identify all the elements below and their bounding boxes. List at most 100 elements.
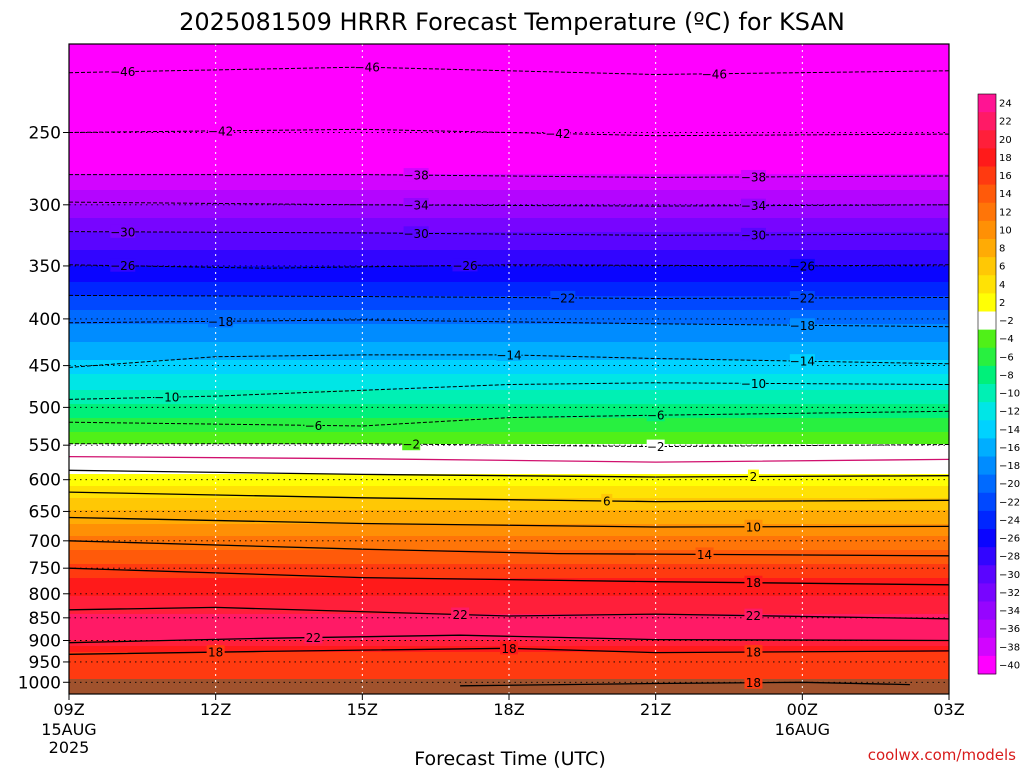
colorbar-label: −32 [999, 588, 1020, 599]
fill-band [69, 408, 949, 411]
isotherm-line [69, 410, 949, 427]
fill-band [69, 390, 949, 393]
fill-band [69, 150, 949, 153]
fill-band [69, 244, 949, 247]
colorbar-swatch [978, 438, 996, 457]
colorbar-swatch [978, 510, 996, 530]
colorbar-label: 16 [999, 171, 1012, 182]
fill-band [69, 106, 949, 109]
fill-band [69, 180, 949, 183]
fill-band [69, 208, 949, 211]
fill-band [69, 628, 949, 631]
fill-band [69, 532, 949, 535]
isotherm-label-bg [208, 314, 234, 328]
fill-band [69, 144, 949, 147]
isotherm-line [69, 516, 949, 528]
fill-band [69, 124, 949, 127]
fill-band [69, 270, 949, 273]
colorbar-legend: 24 22 20 18 16 14 12 10 8 6 4 2 −2 −4 −6 −8 −10 −12 −14 −16… [977, 93, 1020, 675]
fill-band [69, 166, 949, 169]
fill-band [69, 676, 949, 679]
x-tick-label: 21Z [640, 700, 671, 719]
isotherm-line [69, 231, 949, 236]
x-tick-date: 16AUG [775, 720, 830, 739]
colorbar-label: 22 [999, 117, 1012, 128]
fill-band [69, 372, 949, 375]
colorbar-swatch [978, 311, 996, 331]
colorbar-swatch [978, 239, 996, 258]
fill-band [69, 582, 949, 585]
isotherm-label-bg [740, 227, 766, 241]
y-tick-label: 250 [29, 123, 61, 143]
fill-band [69, 516, 949, 519]
x-tick-year: 2025 [49, 738, 90, 757]
isotherm-label: −34 [741, 199, 766, 213]
fill-band [69, 84, 949, 87]
colorbar-swatch [978, 257, 996, 276]
colorbar-label: −26 [999, 534, 1020, 545]
isotherm-label: −30 [741, 228, 766, 242]
colorbar-swatch [978, 402, 996, 421]
colorbar-label: −16 [999, 443, 1020, 454]
fill-band [69, 514, 949, 517]
colorbar-label: 18 [999, 153, 1012, 164]
colorbar-swatch [978, 275, 996, 294]
fill-band [69, 562, 949, 565]
isotherm-label: 18 [746, 676, 761, 690]
isotherm-label-bg [402, 437, 421, 451]
colorbar-swatch [978, 130, 996, 149]
fill-band [69, 414, 949, 417]
fill-band [69, 384, 949, 387]
fill-band [69, 370, 949, 373]
fill-band [69, 466, 949, 469]
isotherm-label: 22 [452, 608, 467, 622]
colorbar-label: 6 [999, 262, 1005, 273]
fill-band [69, 504, 949, 507]
isotherm-line [69, 174, 949, 178]
fill-band [69, 202, 949, 205]
isotherm-label-bg [500, 641, 518, 655]
isotherm-label: −34 [403, 199, 428, 213]
fill-band [69, 622, 949, 625]
x-tick-date: 15AUG [41, 720, 96, 739]
isotherm-line [69, 540, 949, 557]
chart-title: 2025081509 HRRR Forecast Temperature (ºC… [179, 8, 845, 36]
colorbar-label: −8 [999, 370, 1014, 381]
fill-band [69, 382, 949, 385]
fill-band [69, 120, 949, 123]
isotherm-line [460, 681, 910, 687]
colorbar-swatch [978, 112, 996, 131]
fill-band [69, 456, 949, 459]
fill-band [69, 190, 949, 193]
fill-band [69, 556, 949, 559]
fill-band [69, 240, 949, 243]
isotherm-label-bg [208, 123, 234, 137]
colorbar-swatch [978, 94, 996, 113]
fill-band [69, 594, 949, 597]
isotherm-label-bg [789, 291, 815, 305]
isotherm-label-bg [747, 469, 759, 483]
fill-band [69, 612, 949, 615]
isotherm-label: −38 [403, 169, 428, 183]
isotherm-label-bg [403, 226, 429, 240]
colorbar-swatch [978, 365, 996, 385]
fill-band [69, 468, 949, 471]
colorbar-label: 14 [999, 189, 1012, 200]
fill-band [69, 234, 949, 237]
fill-band [69, 654, 949, 657]
isotherm-line [69, 455, 949, 463]
isotherm-line [69, 443, 949, 448]
plot-area: −46 −46 −46−42 −42−38 −38−34 −34−30 −30 −30−26−… [69, 44, 949, 694]
fill-band [69, 538, 949, 541]
colorbar-swatch [978, 547, 996, 566]
fill-band [69, 316, 949, 319]
colorbar-label: 20 [999, 135, 1012, 146]
fill-band [69, 118, 949, 121]
fill-band [69, 616, 949, 619]
credit-link[interactable]: coolwx.com/models [868, 746, 1016, 764]
fill-band [69, 64, 949, 67]
fill-band [69, 550, 949, 553]
fill-band [69, 132, 949, 135]
fill-band [69, 310, 949, 313]
colorbar-swatch [978, 456, 996, 476]
